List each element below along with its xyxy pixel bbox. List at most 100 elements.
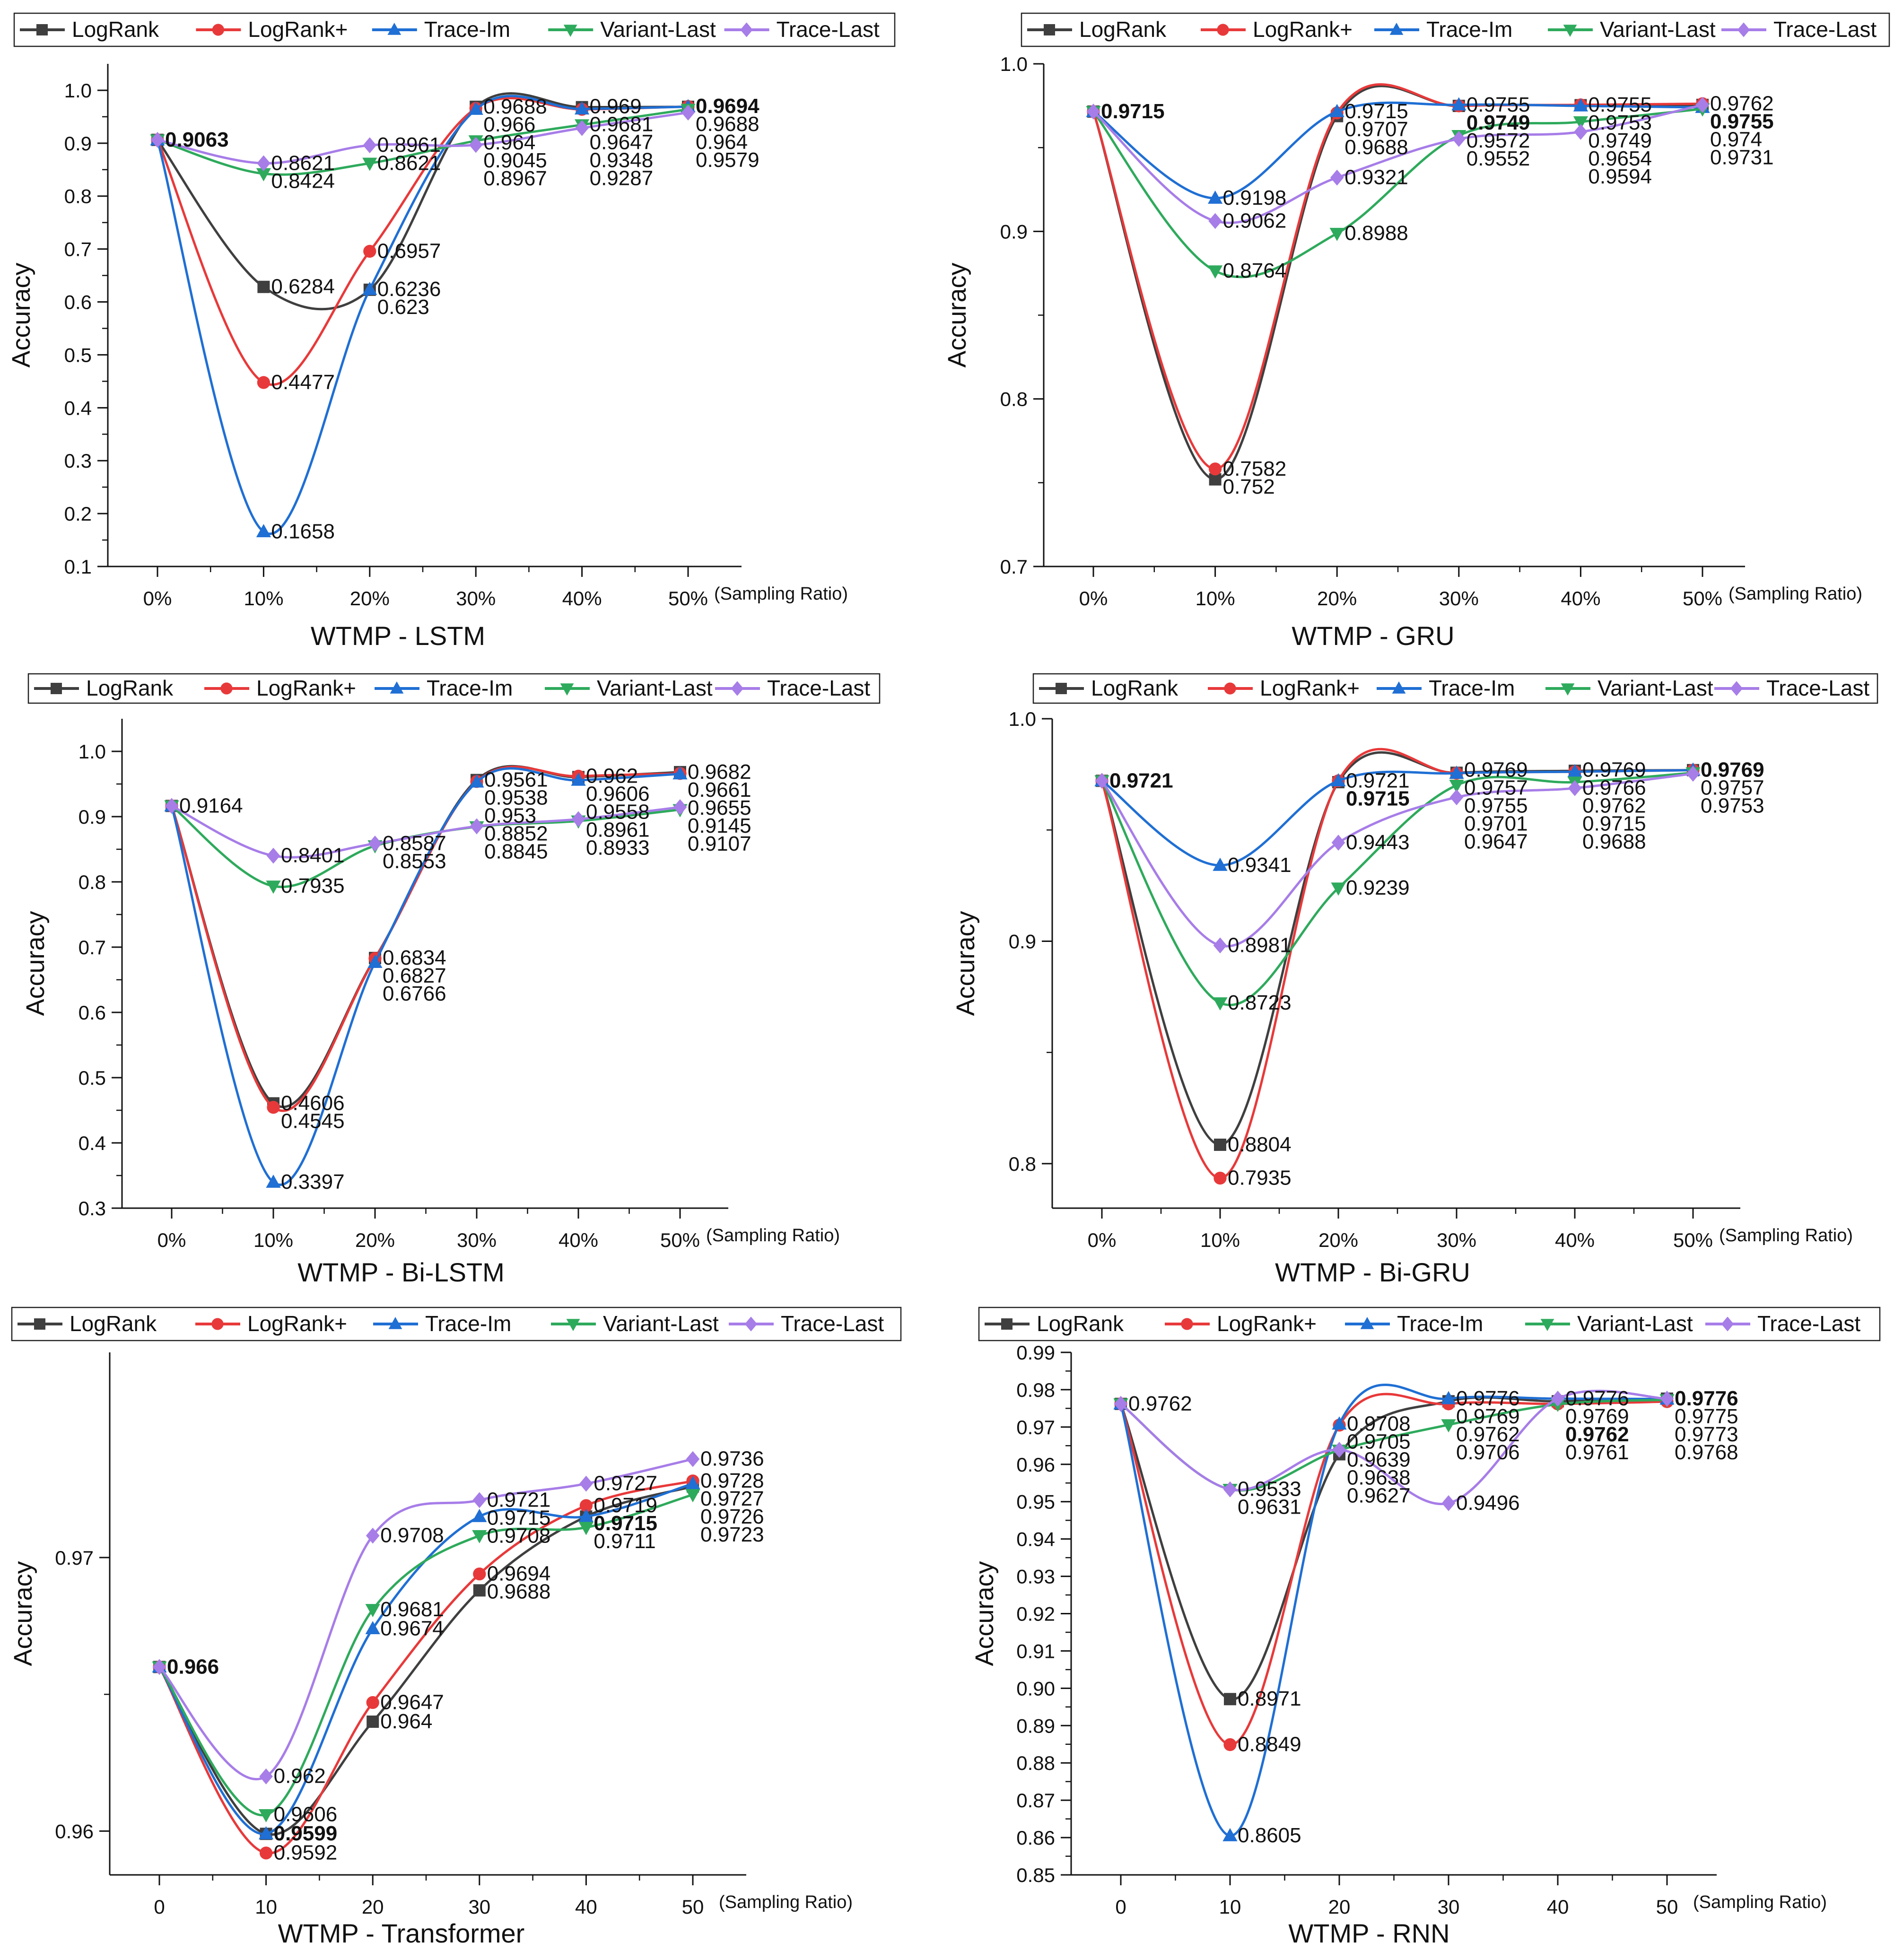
y-tick-label: 0.92: [1016, 1603, 1055, 1625]
legend: LogRank LogRank+ Trace-Im Variant-Last Trace…: [1032, 673, 1878, 704]
legend-label: LogRank: [70, 1311, 157, 1336]
data-point-marker: [1573, 98, 1588, 112]
data-label: 0.6957: [377, 239, 441, 262]
data-label: 0.962: [274, 1765, 326, 1788]
data-label: 0.9592: [274, 1841, 338, 1864]
data-point-marker: [575, 101, 590, 115]
data-label: 0.9769: [1565, 1405, 1629, 1428]
data-point-marker: [1449, 779, 1464, 793]
x-tick-label: 0%: [1088, 1229, 1117, 1251]
data-label: 0.9715: [1346, 787, 1410, 810]
data-point-marker: [1686, 766, 1700, 782]
series-line: [1092, 107, 1703, 279]
y-tick-label: 0.7: [64, 238, 92, 261]
y-tick-label: 1.0: [79, 740, 106, 763]
data-label: 0.9776: [1565, 1387, 1629, 1410]
data-label: 0.9688: [483, 95, 547, 118]
x-tick-label: 0: [154, 1896, 165, 1918]
data-point-marker: [1223, 1738, 1237, 1751]
x-tick-label: 0%: [143, 587, 172, 610]
data-label: 0.9755: [1467, 93, 1530, 116]
legend-marker-icon: [1044, 24, 1055, 35]
data-point-marker: [575, 120, 589, 136]
y-tick-label: 0.8: [64, 185, 92, 208]
data-label: 0.9705: [1347, 1430, 1411, 1454]
legend-marker-icon: [212, 24, 224, 36]
legend: LogRank LogRank+ Trace-Im Variant-Last Trace…: [13, 12, 896, 47]
data-label: 0.8401: [281, 844, 345, 867]
data-label: 0.9708: [380, 1524, 444, 1547]
legend-item-logrank-: LogRank+: [1165, 1311, 1317, 1336]
data-label: 0.8553: [383, 850, 446, 873]
data-label: 0.9681: [590, 113, 654, 136]
data-label: 0.9715: [594, 1512, 657, 1535]
data-label: 0.9443: [1346, 831, 1410, 854]
data-point-marker: [1086, 104, 1100, 120]
data-label: 0.8971: [1238, 1687, 1301, 1710]
data-point-marker: [1329, 227, 1344, 241]
data-label: 0.8587: [383, 832, 446, 855]
chart-panel-1: LogRank LogRank+ Trace-Im Variant-Last Trace…: [7, 12, 896, 651]
legend-item-logrank-: LogRank+: [1201, 17, 1353, 42]
legend-marker-icon: [744, 1316, 758, 1332]
data-label: 0.8621: [271, 151, 335, 174]
legend-marker-icon: [563, 25, 577, 37]
data-label: 0.8804: [1228, 1133, 1292, 1156]
data-label: 0.9769: [1701, 758, 1764, 782]
data-label: 0.752: [1223, 475, 1275, 498]
data-label: 0.9762: [1582, 794, 1646, 818]
data-label: 0.9533: [1238, 1478, 1301, 1501]
data-label: 0.9761: [1565, 1441, 1629, 1464]
data-label: 0.9496: [1456, 1491, 1520, 1515]
series-trace-last: [1095, 766, 1700, 954]
legend-label: LogRank: [1037, 1311, 1124, 1336]
data-point-marker: [472, 1530, 487, 1543]
data-label: 0.9755: [1710, 110, 1774, 133]
legend-item-trace-im: Trace-Im: [372, 17, 510, 42]
data-label: 0.9762: [1456, 1423, 1520, 1446]
legend-label: LogRank+: [247, 1311, 347, 1336]
legend-marker-icon: [387, 23, 402, 35]
y-tick-label: 0.5: [79, 1067, 106, 1089]
data-label: 0.9631: [1238, 1496, 1301, 1519]
legend-item-trace-im: Trace-Im: [375, 676, 513, 700]
data-label: 0.9321: [1344, 166, 1408, 189]
data-point-marker: [578, 1508, 594, 1522]
legend-label: LogRank+: [1253, 17, 1353, 42]
x-tick-label: 20: [1328, 1896, 1351, 1918]
data-label: 0.962: [586, 764, 638, 787]
x-tick-label: 10: [255, 1896, 277, 1918]
data-point-marker: [1095, 773, 1109, 789]
data-label: 0.3397: [281, 1170, 345, 1193]
data-point-marker: [1452, 131, 1466, 147]
x-tick-label: 50%: [660, 1229, 700, 1251]
legend-marker-icon: [1540, 1319, 1554, 1331]
data-point-marker: [681, 105, 695, 121]
data-label: 0.9606: [274, 1803, 338, 1826]
data-point-marker: [1213, 937, 1227, 954]
y-tick-label: 0.7: [79, 936, 106, 958]
series-line: [1101, 769, 1693, 867]
data-label: 0.953: [484, 804, 536, 828]
legend-item-logrank: LogRank: [1027, 17, 1167, 42]
x-tick-label: 30%: [1437, 1229, 1476, 1251]
legend-item-trace-im: Trace-Im: [1377, 676, 1515, 700]
data-label: 0.9762: [1565, 1423, 1629, 1446]
y-tick-label: 0.8: [79, 871, 106, 893]
y-tick-label: 0.9: [1000, 220, 1028, 243]
legend-item-trace-last: Trace-Last: [1705, 1311, 1860, 1336]
x-tick-label: 40: [1547, 1896, 1569, 1918]
chart-panel-4: LogRank LogRank+ Trace-Im Variant-Last Trace…: [952, 673, 1878, 1287]
data-point-marker: [673, 799, 687, 815]
legend-marker-icon: [1224, 682, 1236, 695]
legend-marker-icon: [388, 1317, 402, 1329]
data-point-marker: [1568, 780, 1582, 796]
data-label: 0.623: [377, 296, 429, 319]
data-label: 0.7935: [281, 874, 345, 897]
legend-item-logrank: LogRank: [17, 1311, 157, 1336]
legend: LogRank LogRank+ Trace-Im Variant-Last Trace…: [978, 1307, 1881, 1342]
legend-item-logrank: LogRank: [34, 676, 174, 700]
x-tick-label: 20: [362, 1896, 384, 1918]
data-label: 0.964: [380, 1710, 432, 1733]
data-label: 0.9769: [1464, 758, 1528, 782]
